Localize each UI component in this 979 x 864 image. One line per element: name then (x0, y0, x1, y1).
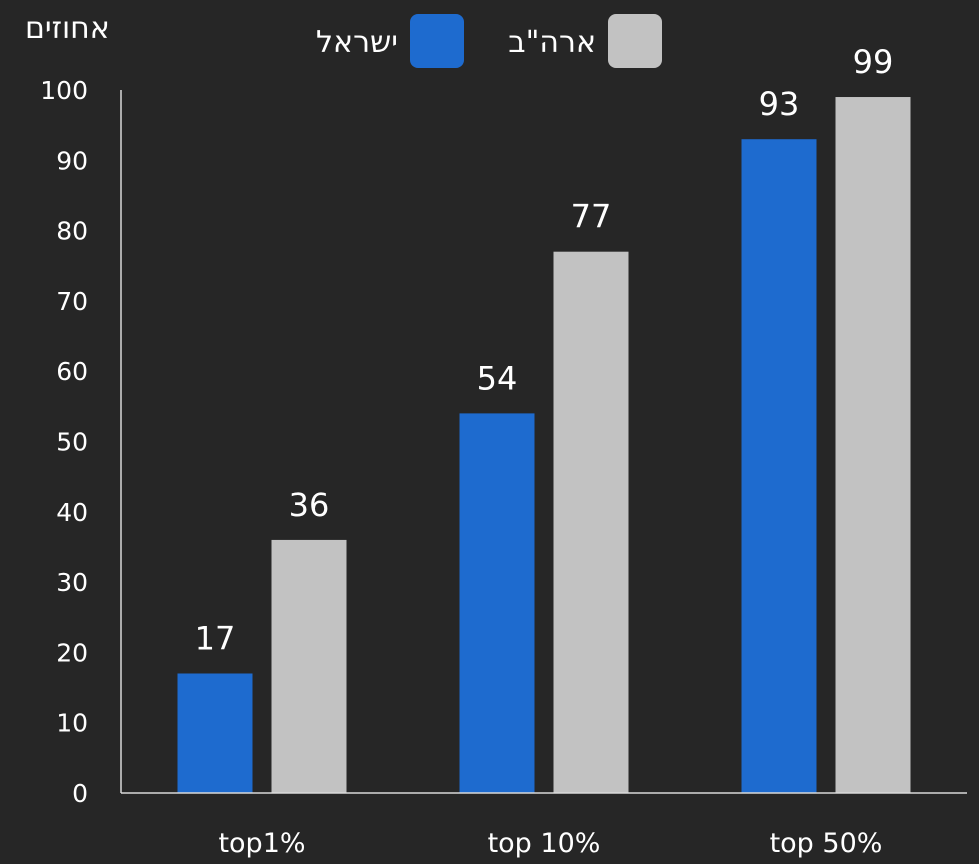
bar-value-label: 99 (853, 43, 894, 81)
y-tick-label: 0 (72, 779, 88, 808)
bar-value-label: 77 (571, 198, 612, 236)
legend-swatch-israel (410, 14, 464, 68)
bar-israel-2 (741, 139, 817, 793)
bar-value-label: 36 (289, 486, 330, 524)
y-tick-label: 60 (56, 357, 88, 386)
bar-value-label: 93 (759, 85, 800, 123)
y-tick-label: 20 (56, 638, 88, 667)
bars: 17 36 54 77 93 99 (177, 43, 911, 793)
legend-label-usa: ארה"ב (508, 25, 596, 60)
y-tick-label: 10 (56, 709, 88, 738)
legend: ישראל ארה"ב (316, 14, 662, 68)
bar-usa-0 (271, 539, 347, 793)
bar-israel-1 (459, 413, 535, 793)
bar-value-label: 17 (195, 619, 236, 657)
x-category-label: top 50% (770, 828, 883, 859)
y-axis-ticks: 0 10 20 30 40 50 60 70 80 90 100 (40, 76, 88, 808)
y-tick-label: 90 (56, 146, 88, 175)
bar-usa-2 (835, 97, 911, 793)
x-axis-categories: top1% top 10% top 50% (218, 828, 882, 859)
bar-usa-1 (553, 251, 629, 793)
y-tick-label: 40 (56, 498, 88, 527)
y-tick-label: 70 (56, 287, 88, 316)
bar-israel-0 (177, 673, 253, 793)
bar-value-label: 54 (477, 359, 518, 397)
y-tick-label: 50 (56, 428, 88, 457)
y-tick-label: 100 (40, 76, 88, 105)
legend-label-israel: ישראל (316, 25, 398, 60)
legend-swatch-usa (608, 14, 662, 68)
x-category-label: top1% (218, 828, 305, 859)
y-axis-label: אחוזים (25, 11, 110, 46)
y-tick-label: 30 (56, 568, 88, 597)
x-category-label: top 10% (488, 828, 601, 859)
y-tick-label: 80 (56, 217, 88, 246)
